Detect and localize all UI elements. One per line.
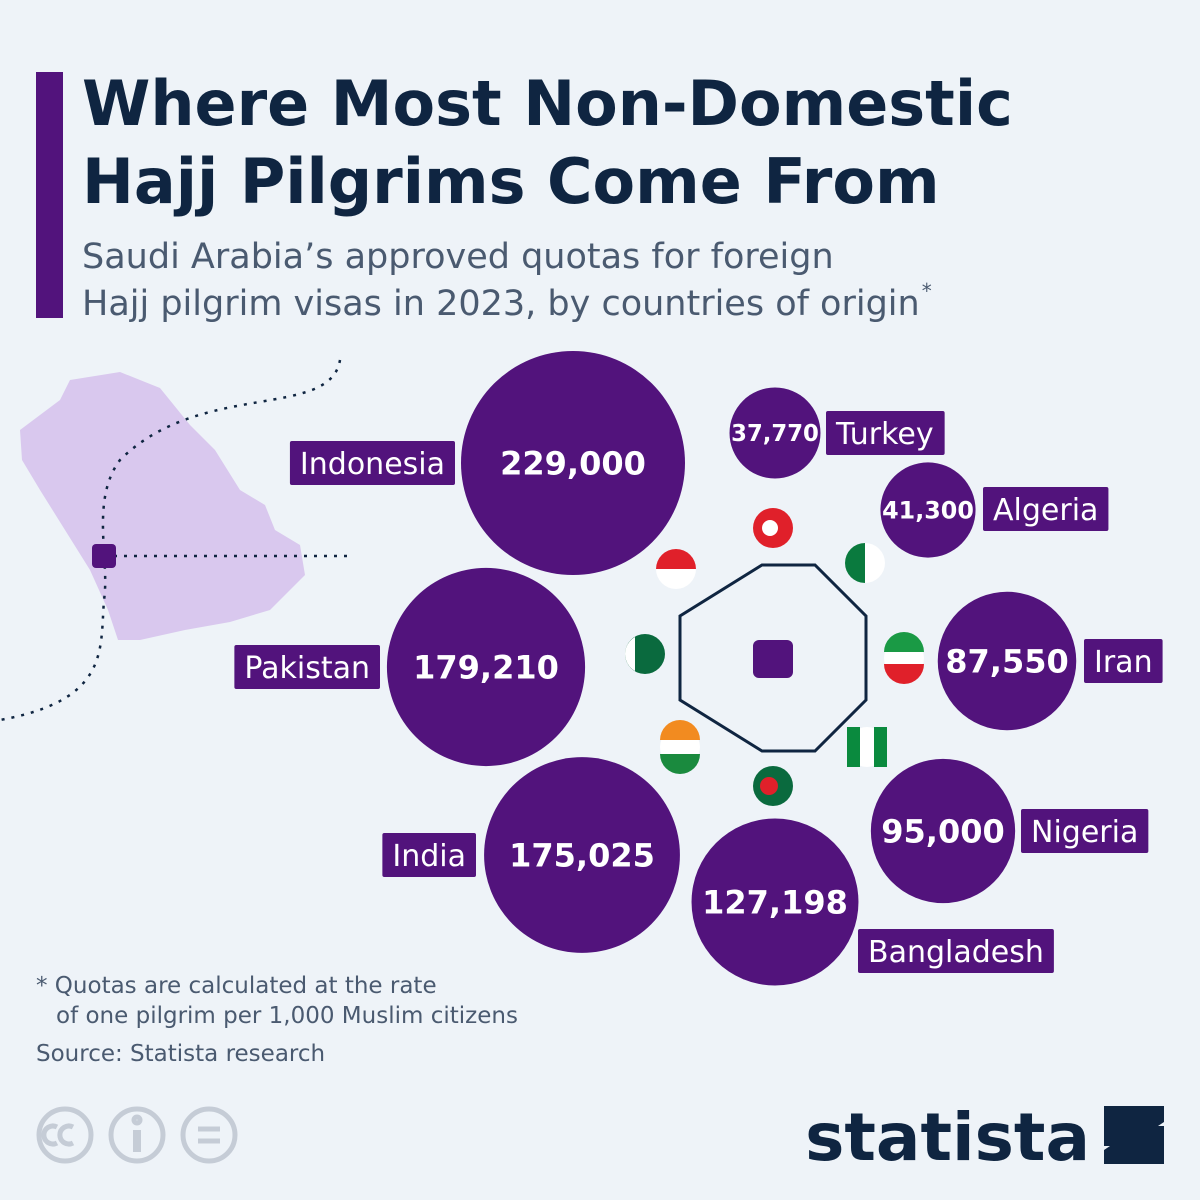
value-label: 175,025 [509, 837, 655, 875]
route [0, 359, 342, 722]
flag [845, 543, 865, 583]
flag [847, 727, 860, 767]
category-label: Bangladesh [868, 935, 1044, 970]
bubble [484, 757, 680, 953]
title-bar [36, 72, 63, 318]
license-icon [180, 1106, 238, 1164]
category-label-box [983, 487, 1109, 531]
map-marker [92, 544, 116, 568]
bubble [729, 387, 821, 479]
category-label-box [826, 411, 945, 455]
category-label-box [382, 833, 476, 877]
subtitle-line: Hajj pilgrim visas in 2023, by countries… [82, 284, 920, 324]
category-label-box [234, 645, 380, 689]
bubbles: 229,000 Indonesia 37,770 Turkey 41,300 Algeri… [234, 351, 1163, 986]
value-label: 229,000 [500, 445, 646, 483]
flags [625, 508, 924, 806]
license-icon [108, 1106, 166, 1164]
brand: statista [805, 1099, 1090, 1176]
kaaba [753, 640, 793, 678]
license-icon [36, 1106, 94, 1164]
footnote-line: * Quotas are calculated at the rate [36, 973, 437, 999]
license-icon [41, 1123, 75, 1147]
category-label-box [289, 441, 455, 485]
flag [660, 720, 700, 740]
category-label: Pakistan [244, 651, 370, 686]
category-label: Nigeria [1031, 815, 1138, 850]
subtitle-line: Saudi Arabia’s approved quotas for forei… [82, 237, 834, 277]
value-label: 95,000 [881, 813, 1004, 851]
license-icon [131, 1114, 143, 1126]
flag [874, 727, 887, 767]
bubble [880, 462, 976, 558]
flag [656, 549, 696, 569]
map-shape [20, 372, 305, 640]
title-line: Where Most Non-Domestic [82, 67, 1013, 140]
bubble [937, 591, 1077, 731]
flag [884, 664, 924, 684]
category-label: India [392, 839, 466, 874]
bubble [461, 351, 685, 575]
title-line: Hajj Pilgrims Come From [82, 145, 940, 218]
value-label: 87,550 [945, 643, 1068, 681]
category-label: Indonesia [300, 447, 445, 482]
value-label: 37,770 [731, 421, 819, 447]
flag [660, 754, 700, 774]
license-icons [36, 1106, 238, 1164]
bubble [870, 758, 1016, 904]
flag [625, 637, 635, 671]
brand-mark [1104, 1106, 1164, 1164]
value-label: 127,198 [702, 884, 848, 922]
footnote-line: of one pilgrim per 1,000 Muslim citizens [56, 1003, 518, 1029]
subtitle-mark: * [922, 279, 932, 303]
flag [760, 777, 778, 795]
value-label: 179,210 [413, 649, 559, 687]
category-label: Iran [1094, 645, 1153, 680]
flag [762, 520, 778, 536]
bubble [691, 818, 859, 986]
source: Source: Statista research [36, 1041, 325, 1067]
octagon [678, 563, 868, 753]
category-label-box [1084, 639, 1163, 683]
category-label: Algeria [993, 493, 1098, 528]
category-label: Turkey [835, 417, 934, 452]
category-label-box [1021, 809, 1149, 853]
bubble [386, 567, 586, 767]
value-label: 41,300 [882, 497, 974, 525]
category-label-box [858, 929, 1054, 973]
flag [884, 632, 924, 652]
